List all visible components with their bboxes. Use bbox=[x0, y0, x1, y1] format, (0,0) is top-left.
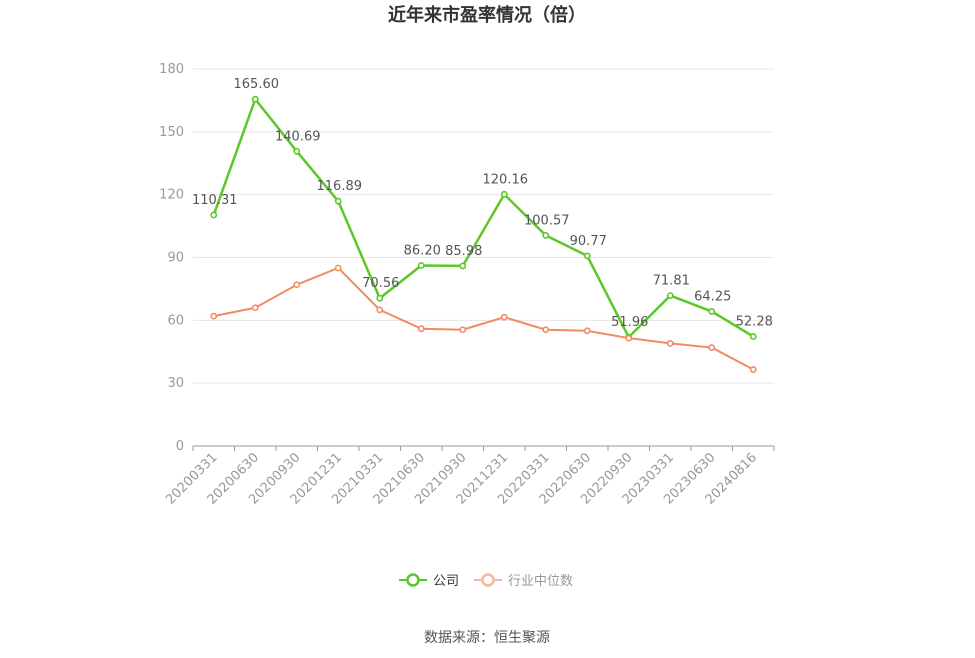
data-point-company[interactable] bbox=[666, 292, 674, 299]
series-line-industry bbox=[213, 266, 754, 371]
data-point-company[interactable] bbox=[459, 262, 467, 270]
legend-industry-marker bbox=[481, 573, 495, 587]
data-label: 140.69 bbox=[275, 129, 321, 144]
data-label: 71.81 bbox=[653, 274, 690, 289]
data-label: 86.20 bbox=[404, 243, 441, 258]
data-point-industry[interactable] bbox=[625, 334, 633, 342]
legend-company-marker bbox=[406, 573, 420, 587]
data-point-industry[interactable] bbox=[293, 281, 301, 289]
data-label: 70.56 bbox=[362, 276, 399, 291]
data-point-company[interactable] bbox=[293, 147, 301, 155]
data-label: 100.57 bbox=[524, 213, 570, 228]
data-label: 116.89 bbox=[317, 179, 363, 194]
data-point-company[interactable] bbox=[376, 294, 384, 302]
y-tick-label: 180 bbox=[159, 62, 184, 77]
data-label: 110.31 bbox=[192, 193, 238, 208]
data-point-company[interactable] bbox=[749, 333, 757, 340]
series-layer bbox=[210, 95, 757, 373]
data-point-industry[interactable] bbox=[210, 312, 218, 320]
data-point-industry[interactable] bbox=[417, 325, 425, 333]
y-tick-label: 120 bbox=[159, 188, 184, 203]
data-label: 165.60 bbox=[234, 77, 280, 92]
x-axis: 2020033120200630202009302020123120210331… bbox=[163, 445, 775, 508]
data-point-industry[interactable] bbox=[749, 366, 757, 373]
data-point-industry[interactable] bbox=[500, 313, 508, 321]
legend-company-label: 公司 bbox=[433, 574, 459, 589]
data-point-industry[interactable] bbox=[583, 327, 591, 335]
y-tick-label: 90 bbox=[167, 251, 184, 266]
data-point-industry[interactable] bbox=[251, 304, 259, 312]
data-point-industry[interactable] bbox=[666, 339, 674, 347]
data-label: 52.28 bbox=[736, 315, 773, 330]
data-label: 90.77 bbox=[570, 234, 607, 249]
y-tick-label: 30 bbox=[167, 376, 184, 391]
data-point-company[interactable] bbox=[210, 211, 218, 219]
chart-title: 近年来市盈率情况（倍） bbox=[388, 4, 586, 26]
data-point-industry[interactable] bbox=[708, 344, 716, 351]
data-label: 120.16 bbox=[483, 172, 529, 187]
y-tick-label: 0 bbox=[176, 439, 184, 454]
legend-item-industry[interactable]: 行业中位数 bbox=[474, 573, 573, 589]
legend-industry-label: 行业中位数 bbox=[508, 574, 573, 589]
data-point-company[interactable] bbox=[500, 190, 508, 198]
data-source: 数据来源：恒生聚源 bbox=[424, 630, 550, 646]
data-point-company[interactable] bbox=[708, 308, 716, 315]
grid-layer bbox=[193, 68, 774, 384]
legend: 公司 行业中位数 bbox=[399, 573, 573, 589]
data-point-company[interactable] bbox=[542, 231, 550, 239]
data-labels: 110.31 165.60 140.69 116.89 70.56 86.20 85.98 1… bbox=[192, 77, 773, 330]
data-point-company[interactable] bbox=[583, 252, 591, 260]
data-point-industry[interactable] bbox=[459, 326, 467, 334]
y-axis: 0 30 60 90 120 150 180 bbox=[159, 62, 184, 454]
data-point-company[interactable] bbox=[417, 262, 425, 269]
data-point-company[interactable] bbox=[334, 197, 342, 205]
data-point-industry[interactable] bbox=[334, 264, 342, 272]
series-line-company bbox=[212, 97, 754, 339]
legend-item-company[interactable]: 公司 bbox=[399, 573, 459, 589]
data-point-industry[interactable] bbox=[376, 306, 384, 314]
data-label: 64.25 bbox=[694, 289, 731, 304]
data-label: 51.96 bbox=[611, 315, 648, 330]
data-point-industry[interactable] bbox=[542, 326, 550, 334]
data-label: 85.98 bbox=[445, 244, 482, 259]
data-point-company[interactable] bbox=[251, 95, 259, 103]
y-tick-label: 60 bbox=[167, 313, 184, 328]
y-tick-label: 150 bbox=[159, 125, 184, 140]
